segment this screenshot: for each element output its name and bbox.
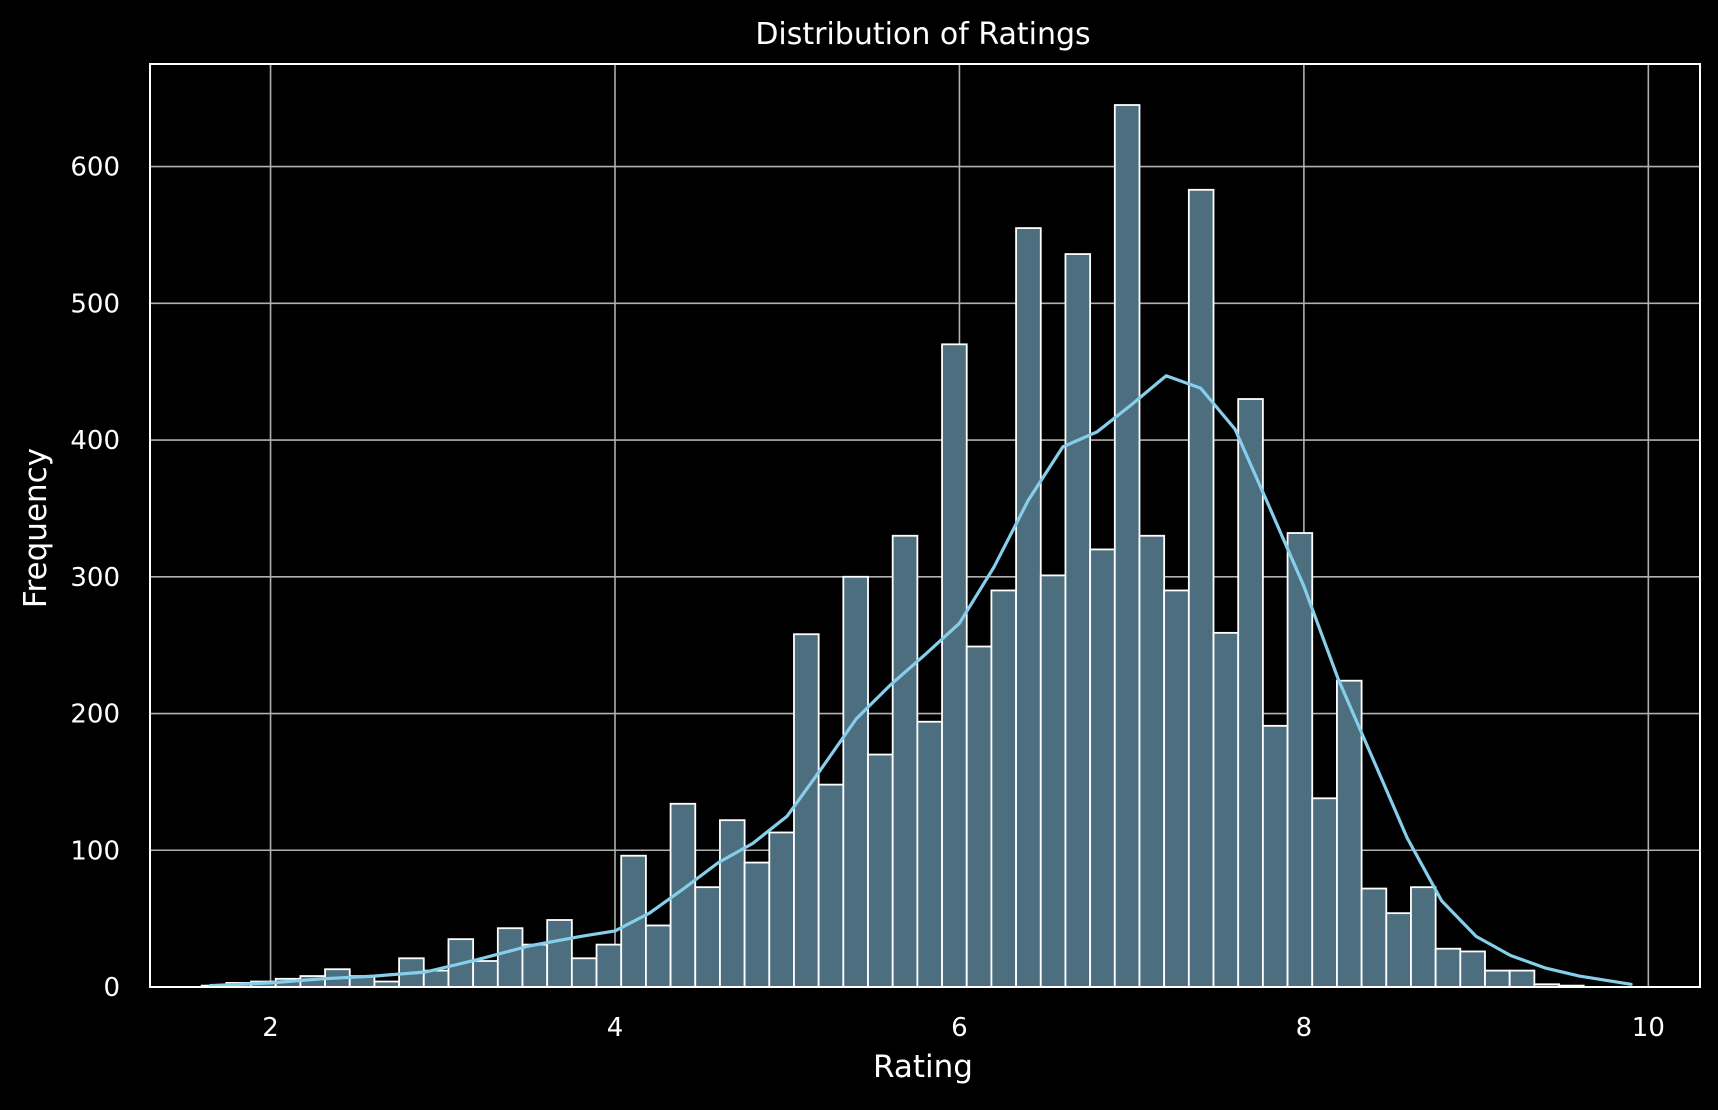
plot-frame: [149, 63, 1701, 988]
histogram-bar: [1212, 631, 1240, 988]
chart-title: Distribution of Ratings: [755, 17, 1090, 52]
histogram-bar: [1138, 534, 1166, 988]
y-tick-label: 200: [70, 700, 120, 730]
histogram-bar: [1064, 253, 1092, 988]
histogram-bar: [990, 589, 1017, 988]
bars-layer: [200, 104, 1585, 988]
x-axis-label: Rating: [873, 1049, 973, 1085]
histogram-bar: [1311, 797, 1338, 988]
histogram-bar: [472, 960, 499, 988]
histogram-bar: [916, 720, 943, 988]
histogram-bar: [694, 886, 721, 988]
histogram-bar: [1089, 548, 1116, 988]
x-tick-label: 6: [951, 1013, 968, 1043]
histogram-bar: [793, 633, 820, 988]
histogram-bar: [546, 919, 573, 988]
histogram-bar: [1237, 398, 1264, 988]
y-axis-label: Frequency: [18, 448, 54, 608]
histogram-bar: [521, 943, 549, 988]
histogram-bar: [1410, 886, 1437, 988]
x-tick-label: 4: [607, 1013, 624, 1043]
x-tick-label: 10: [1632, 1013, 1665, 1043]
x-tick-label: 8: [1296, 1013, 1313, 1043]
histogram-bar: [743, 861, 771, 988]
histogram-bar: [496, 927, 524, 988]
y-tick-label: 500: [70, 289, 120, 319]
histogram-bar: [1039, 574, 1067, 988]
kde-layer: [208, 374, 1633, 988]
axes-layer: [149, 63, 1701, 988]
histogram-bar: [965, 645, 993, 988]
y-tick-label: 600: [70, 153, 120, 183]
histogram-bar: [595, 943, 623, 988]
y-tick-label: 0: [103, 973, 120, 1003]
y-tick-label: 300: [70, 563, 120, 593]
histogram-bar: [1385, 912, 1412, 988]
histogram-bar: [719, 819, 746, 988]
histogram-bar: [842, 575, 869, 988]
y-tick-label: 100: [70, 836, 120, 866]
histogram-bar: [644, 924, 672, 988]
histogram-bar: [768, 831, 795, 988]
histogram-bar: [1015, 227, 1042, 988]
histogram-bar: [817, 783, 845, 988]
histogram-bar: [1261, 724, 1289, 988]
histogram-bar: [867, 753, 894, 988]
histogram-bar: [891, 534, 919, 988]
histogram-bar: [1360, 887, 1388, 988]
kde-curve: [208, 374, 1633, 988]
x-tick-label: 2: [262, 1013, 279, 1043]
histogram-bar: [1508, 969, 1536, 988]
histogram-bar: [941, 343, 968, 988]
histogram-bar: [570, 957, 598, 988]
histogram-bar: [1484, 969, 1511, 988]
histogram-bar: [1113, 104, 1141, 988]
histogram-bar: [1163, 589, 1190, 988]
y-tick-label: 400: [70, 426, 120, 456]
histogram-bar: [1459, 950, 1486, 988]
histogram-bar: [1434, 947, 1462, 988]
histogram-bar: [1187, 188, 1215, 988]
